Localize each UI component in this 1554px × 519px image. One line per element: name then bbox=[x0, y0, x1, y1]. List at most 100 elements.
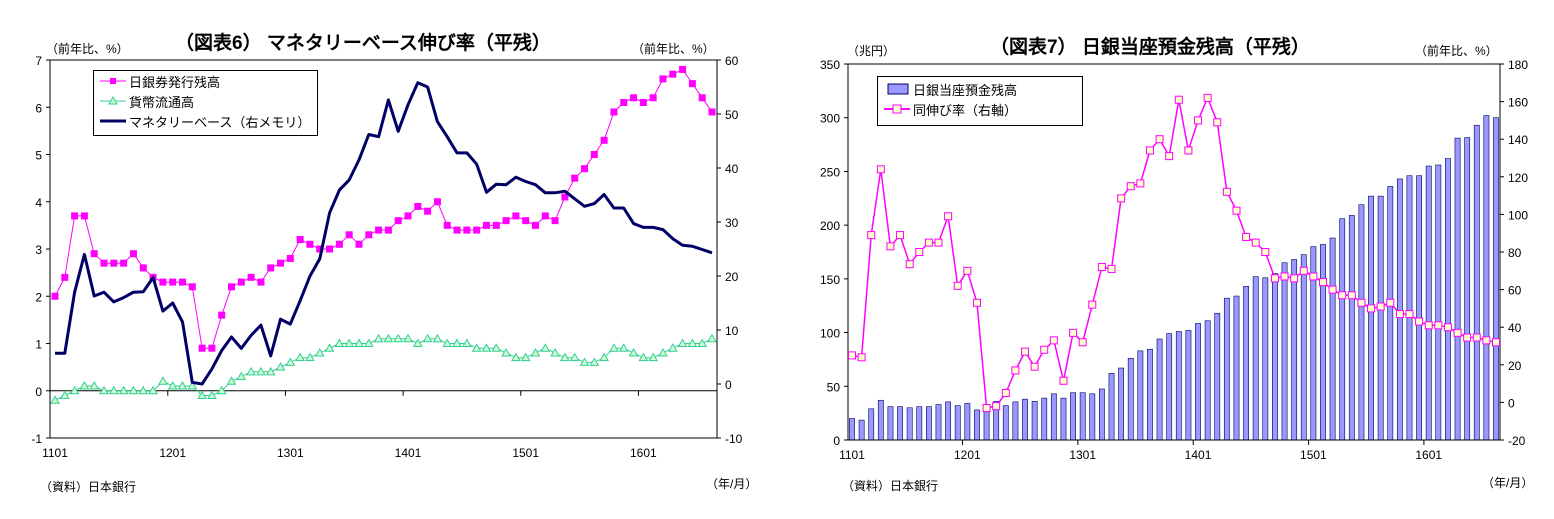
chart6-point-marker bbox=[61, 273, 69, 281]
chart6-xtick-label: 1601 bbox=[630, 446, 657, 460]
chart7-bar bbox=[1156, 338, 1163, 441]
chart6-ytick-right-label: 60 bbox=[725, 54, 739, 68]
chart7-bar bbox=[1329, 237, 1336, 441]
chart6-point-marker bbox=[452, 338, 462, 347]
chart7-point-marker bbox=[1030, 362, 1039, 371]
chart7-point-marker bbox=[1145, 146, 1154, 155]
chart6-point-marker bbox=[501, 347, 511, 357]
chart7-point-marker bbox=[1136, 179, 1145, 188]
chart6-point-marker bbox=[412, 338, 423, 347]
chart7-bar bbox=[1070, 392, 1076, 441]
chart7-point-marker bbox=[953, 281, 962, 290]
chart7-bar bbox=[1127, 358, 1134, 441]
chart7-point-marker bbox=[1309, 272, 1318, 281]
chart6-point-marker bbox=[453, 226, 461, 234]
chart6-point-marker bbox=[218, 311, 226, 319]
chart7-point-marker bbox=[1405, 310, 1414, 319]
chart6-ytick-left-label: 2 bbox=[35, 290, 42, 304]
chart7-point-marker bbox=[1213, 118, 1222, 127]
chart7-bar bbox=[1406, 175, 1413, 441]
chart6-point-marker bbox=[100, 259, 108, 267]
chart6-series-line bbox=[55, 81, 713, 386]
chart6-ytick-right-label: -10 bbox=[725, 432, 743, 446]
chart6-ytick-left-label: 4 bbox=[35, 196, 42, 210]
chart6-point-marker bbox=[187, 381, 198, 390]
chart7-point-marker bbox=[876, 165, 885, 174]
chart7-bar bbox=[1099, 388, 1105, 441]
chart6-point-marker bbox=[71, 212, 79, 220]
chart7-bar bbox=[935, 404, 942, 441]
chart7-ytick-right-label: 100 bbox=[1508, 208, 1528, 222]
chart6-point-marker bbox=[188, 283, 196, 291]
chart6-point-marker bbox=[246, 366, 256, 376]
chart7-bar bbox=[1002, 405, 1009, 441]
chart6-point-marker bbox=[512, 212, 520, 220]
chart6-point-marker bbox=[403, 333, 413, 343]
chart7-point-marker bbox=[1126, 182, 1135, 191]
chart7-point-marker bbox=[1184, 146, 1193, 155]
chart7-legend: 日銀当座預金残高 同伸び率（右軸） bbox=[877, 76, 1083, 126]
chart7-point-marker bbox=[1203, 93, 1212, 102]
chart6-source: （資料）日本銀行 bbox=[40, 480, 137, 494]
chart6-point-marker bbox=[59, 390, 70, 399]
legend-item-growth: 同伸び率（右軸） bbox=[878, 99, 1082, 119]
chart7-bar bbox=[906, 407, 913, 441]
chart6-point-marker bbox=[334, 338, 345, 347]
chart7-bar bbox=[1118, 367, 1125, 441]
chart6-point-marker bbox=[628, 347, 639, 357]
chart6-point-marker bbox=[129, 250, 137, 258]
chart7-bar bbox=[1445, 158, 1451, 441]
chart7-bar bbox=[1233, 295, 1240, 441]
chart7-ytick-right-label: 40 bbox=[1508, 321, 1522, 335]
chart6-point-marker bbox=[561, 193, 569, 201]
chart7-bar bbox=[1243, 286, 1249, 441]
chart6-legend: 日銀券発行残高 貨幣流通高 マネタリーベース（右メモリ） bbox=[93, 70, 318, 136]
chart6-point-marker bbox=[286, 254, 294, 262]
chart7-bar bbox=[916, 406, 923, 441]
chart6-point-marker bbox=[648, 352, 659, 362]
chart7-point-marker bbox=[1376, 302, 1385, 311]
chart7-bar bbox=[887, 406, 894, 441]
chart6-xtick-label: 1101 bbox=[42, 446, 68, 460]
chart6-point-marker bbox=[571, 174, 579, 182]
chart7-xtick-label: 1501 bbox=[1300, 448, 1327, 462]
chart6-point-marker bbox=[275, 362, 286, 371]
chart7-bar bbox=[1223, 297, 1230, 441]
chart6-point-marker bbox=[79, 381, 90, 390]
chart6-point-marker bbox=[355, 240, 363, 248]
chart6-point-marker bbox=[226, 376, 237, 385]
chart7-point-marker bbox=[1078, 338, 1087, 347]
chart6-point-marker bbox=[659, 75, 667, 83]
chart6-point-marker bbox=[638, 352, 649, 362]
chart7-bar bbox=[1041, 397, 1048, 441]
navy-line-icon bbox=[100, 119, 126, 123]
chart7-point-marker bbox=[857, 353, 866, 362]
chart7-point-marker bbox=[1367, 304, 1376, 313]
chart6-point-marker bbox=[414, 202, 422, 210]
chart6-point-marker bbox=[120, 259, 128, 267]
chart7-bar bbox=[1348, 215, 1355, 441]
chart7-ytick-left-label: 250 bbox=[820, 165, 840, 179]
chart7-point-marker bbox=[1280, 272, 1289, 281]
chart6-point-marker bbox=[178, 278, 186, 286]
chart7-bar bbox=[1320, 244, 1326, 441]
chart7-bar bbox=[1272, 273, 1278, 441]
chart6-xunit: （年/月） bbox=[706, 477, 758, 491]
chart6-point-marker bbox=[177, 381, 188, 390]
chart6-point-marker bbox=[708, 108, 716, 116]
chart7-point-marker bbox=[1261, 248, 1270, 256]
chart6-point-marker bbox=[424, 207, 432, 215]
chart7-point-marker bbox=[924, 238, 933, 247]
chart6-point-marker bbox=[216, 385, 227, 395]
chart7-bar bbox=[945, 401, 952, 441]
chart6-point-marker bbox=[522, 217, 530, 225]
chart6-right-unit: （前年比、%） bbox=[632, 42, 715, 56]
chart7-point-marker bbox=[1424, 321, 1433, 330]
chart7-point-marker bbox=[1251, 238, 1260, 247]
chart7-point-marker bbox=[1088, 300, 1097, 309]
chart6-point-marker bbox=[373, 333, 384, 343]
chart6-point-marker bbox=[520, 352, 531, 362]
chart7-point-marker bbox=[1040, 345, 1049, 354]
